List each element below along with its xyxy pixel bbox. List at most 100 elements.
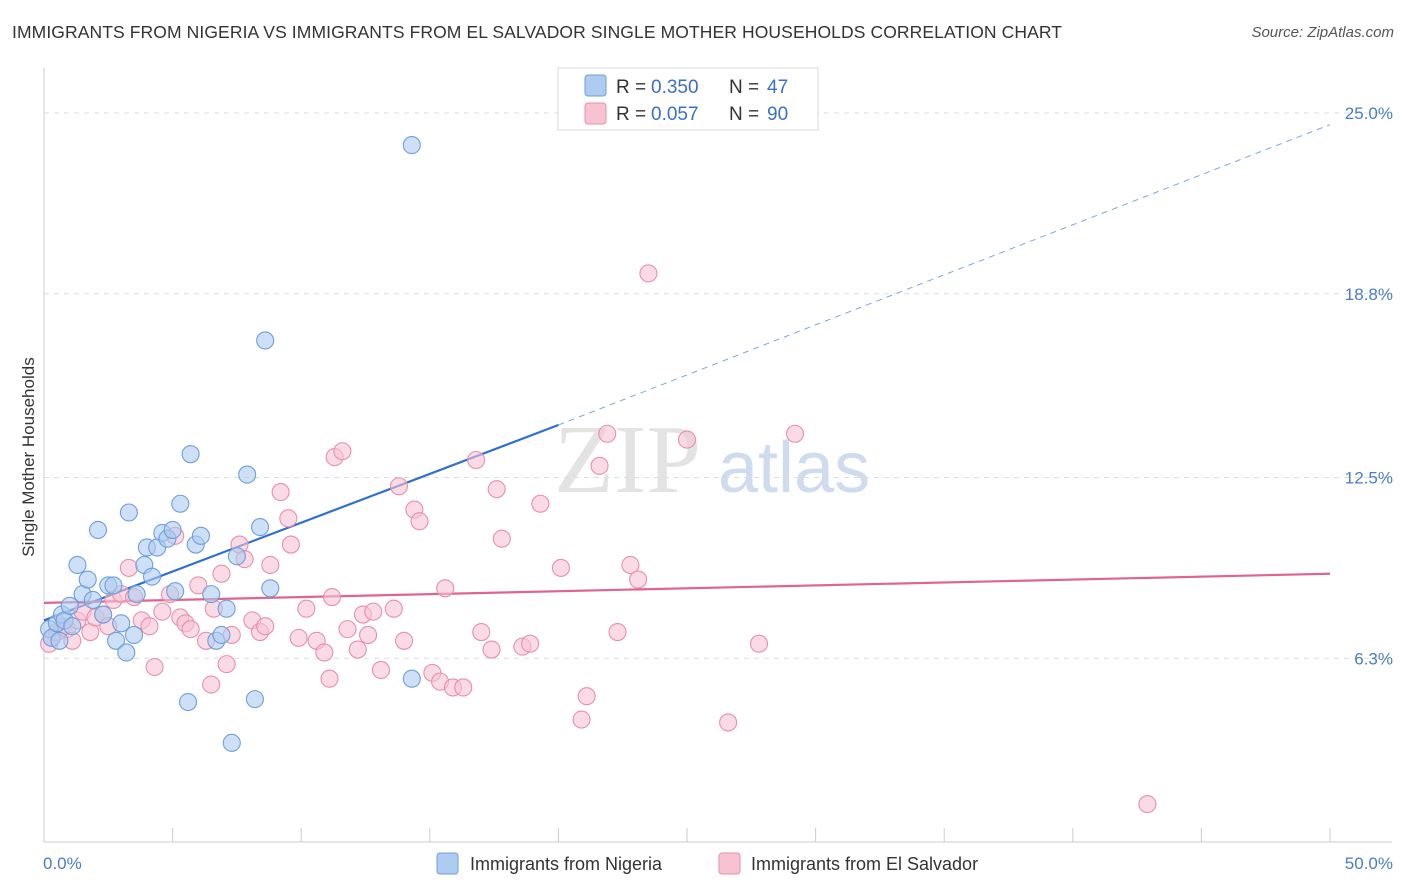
salvador-point <box>492 529 511 548</box>
nigeria-point <box>63 617 82 636</box>
nigeria-point <box>245 690 264 709</box>
salvador-point <box>621 555 640 575</box>
salvador-point <box>289 628 308 647</box>
nigeria-point <box>112 614 131 633</box>
salvador-point <box>348 640 367 659</box>
nigeria-point <box>227 547 246 566</box>
nigeria-point <box>181 445 200 464</box>
salvador-point <box>189 576 208 595</box>
nigeria-point <box>222 733 241 752</box>
nigeria-point <box>256 331 275 350</box>
y-axis-label: Single Mother Households <box>19 357 38 556</box>
salvador-point <box>181 620 200 639</box>
salvador-point <box>202 675 221 694</box>
nigeria-point <box>217 599 236 618</box>
salvador-point <box>371 660 390 680</box>
salvador-point <box>472 622 491 642</box>
y-tick-label: 18.8% <box>1345 285 1393 304</box>
nigeria-point <box>261 579 280 598</box>
legend-salvador-n-label: N = <box>729 104 759 125</box>
nigeria-point <box>402 136 421 155</box>
legend-nigeria-r-value: 0.350 <box>651 77 699 98</box>
legend-salvador-r-label: R = <box>616 104 646 125</box>
nigeria-point <box>50 631 69 650</box>
chart-title: IMMIGRANTS FROM NIGERIA VS IMMIGRANTS FR… <box>12 22 1063 42</box>
salvador-point <box>384 599 403 618</box>
nigeria-point <box>142 567 162 586</box>
salvador-point <box>629 570 648 589</box>
nigeria-point <box>250 518 270 537</box>
y-tick-label: 6.3% <box>1354 649 1393 668</box>
legend-box: R = 0.350 N = 47 R = 0.057 N = 90 <box>557 67 819 131</box>
bottom-legend-nigeria-swatch <box>436 852 459 875</box>
salvador-point <box>436 579 455 598</box>
nigeria-point <box>178 692 198 712</box>
salvador-point <box>315 643 334 662</box>
salvador-point <box>338 620 357 639</box>
salvador-point <box>521 634 540 653</box>
bottom-legend: Immigrants from Nigeria Immigrants from … <box>436 852 978 875</box>
x-tick-label: 50.0% <box>1345 854 1393 873</box>
nigeria-point <box>127 585 146 604</box>
nigeria-point <box>163 520 182 540</box>
salvador-point <box>153 602 172 621</box>
nigeria-point <box>68 555 87 575</box>
nigeria-point <box>124 625 144 645</box>
legend-nigeria-r-label: R = <box>616 77 646 98</box>
bottom-legend-salvador-label: Immigrants from El Salvador <box>751 854 978 874</box>
nigeria-point <box>119 503 138 522</box>
salvador-point <box>590 456 609 475</box>
salvador-point <box>297 599 316 618</box>
salvador-point <box>364 602 383 621</box>
nigeria-point <box>83 590 102 610</box>
salvador-point <box>256 617 275 636</box>
nigeria-point <box>94 605 113 624</box>
salvador-point <box>1138 795 1157 814</box>
nigeria-point <box>104 576 123 595</box>
salvador-point <box>572 710 591 729</box>
bottom-legend-salvador-swatch <box>718 852 741 875</box>
nigeria-point <box>212 625 231 645</box>
salvador-point <box>598 424 617 443</box>
nigeria-point <box>202 585 221 604</box>
salvador-point <box>359 625 378 645</box>
nigeria-point <box>88 520 108 540</box>
salvador-point <box>531 494 550 513</box>
salvador-point <box>608 622 627 642</box>
data-points <box>40 136 1157 814</box>
salvador-point <box>212 564 231 583</box>
salvador-point <box>551 558 571 577</box>
salvador-point <box>482 640 501 659</box>
nigeria-point <box>402 669 421 688</box>
watermark-zip: ZIP <box>554 406 701 514</box>
legend-nigeria-swatch <box>584 74 607 97</box>
salvador-point <box>467 450 486 470</box>
legend-salvador-swatch <box>584 102 607 125</box>
nigeria-point <box>171 494 190 513</box>
bottom-legend-nigeria-label: Immigrants from Nigeria <box>470 854 663 874</box>
legend-salvador-n-value: 90 <box>767 104 788 125</box>
nigeria-point <box>191 526 210 545</box>
salvador-point <box>785 424 805 443</box>
salvador-point <box>279 509 298 528</box>
salvador-point <box>395 631 414 650</box>
nigeria-point <box>106 631 126 650</box>
legend-salvador-r-value: 0.057 <box>651 104 699 125</box>
salvador-point <box>410 512 429 531</box>
source-label: Source: ZipAtlas.com <box>1251 24 1394 41</box>
y-tick-label: 12.5% <box>1345 468 1393 487</box>
nigeria-point <box>60 596 79 615</box>
salvador-point <box>320 669 339 688</box>
salvador-point <box>281 535 300 554</box>
salvador-point <box>323 588 342 607</box>
nigeria-point <box>78 570 97 589</box>
salvador-trend-line <box>43 572 1331 604</box>
axes: 6.3% 12.5% 18.8% 25.0% 0.0% 50.0% <box>43 68 1393 873</box>
legend-nigeria-n-value: 47 <box>767 77 788 98</box>
y-tick-label: 25.0% <box>1345 104 1393 123</box>
salvador-point <box>719 713 738 732</box>
salvador-point <box>145 657 164 677</box>
salvador-point <box>271 483 290 502</box>
salvador-point <box>677 430 697 449</box>
nigeria-point <box>166 582 185 601</box>
